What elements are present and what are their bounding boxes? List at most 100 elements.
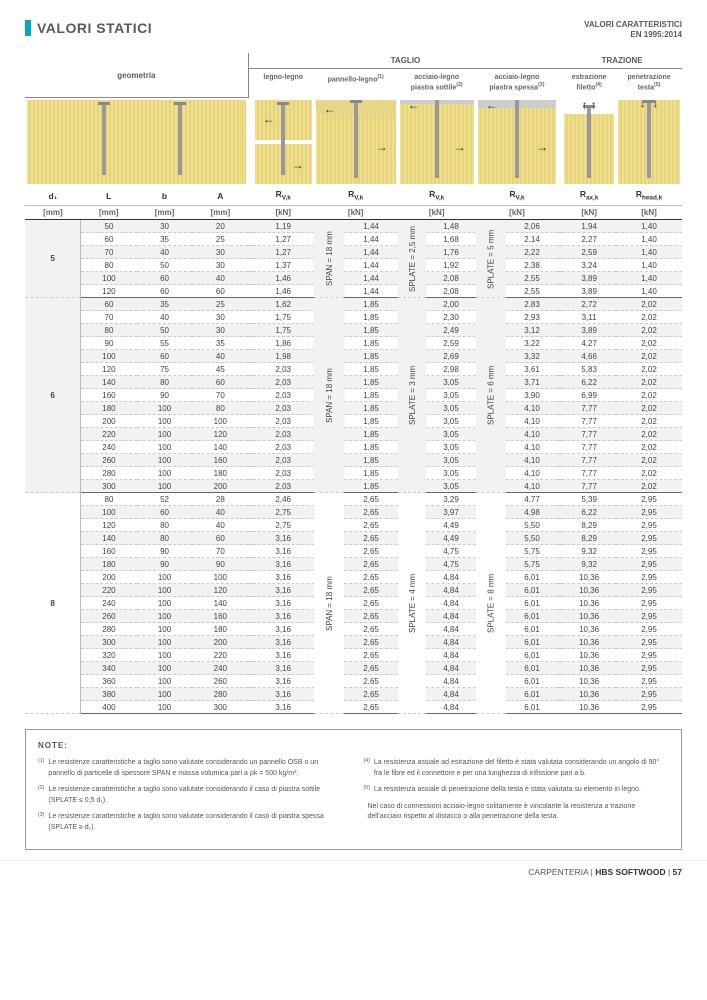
c-b: 100: [137, 649, 193, 662]
c-2: 1,85: [344, 402, 397, 415]
c-L: 100: [81, 350, 137, 363]
c-2: 1,44: [344, 233, 397, 246]
c-b: 50: [137, 259, 193, 272]
c-2: 2,65: [344, 675, 397, 688]
c-5: 10,36: [562, 610, 616, 623]
c-5: 3,24: [562, 259, 616, 272]
u-kn: [kN]: [476, 206, 558, 220]
table-row: 9055351,861,852,593,224,272,02: [25, 337, 682, 350]
c-b: 100: [137, 675, 193, 688]
c-3: 2,08: [426, 285, 475, 298]
col-penetrazione: penetrazione testa(5): [616, 68, 682, 98]
c-6: 2,02: [616, 480, 682, 493]
c-5: 10,36: [562, 636, 616, 649]
c-6: 2,95: [616, 688, 682, 701]
c-5: 7,77: [562, 454, 616, 467]
c-4: 4,10: [506, 428, 558, 441]
c-4: 6,01: [506, 623, 558, 636]
c-4: 6,01: [506, 571, 558, 584]
c-3: 4,84: [426, 623, 475, 636]
c-3: 4,84: [426, 597, 475, 610]
c-L: 120: [81, 363, 137, 376]
c-4: 6,01: [506, 584, 558, 597]
c-6: 2,95: [616, 636, 682, 649]
c-5: 2,59: [562, 246, 616, 259]
table-row: 12060601,461,442,082,553,891,40: [25, 285, 682, 298]
c-6: 1,40: [616, 285, 682, 298]
c-3: 3,05: [426, 415, 475, 428]
table-row: 16090702,031,853,053,906,992,02: [25, 389, 682, 402]
c-b: 30: [137, 220, 193, 233]
c-4: 4,98: [506, 506, 558, 519]
c-5: 2,72: [562, 298, 616, 311]
c-5: 4,27: [562, 337, 616, 350]
c-5: 10,36: [562, 623, 616, 636]
vlabel-p4: SPLATE = 5 mm: [476, 220, 506, 298]
c-6: 2,02: [616, 337, 682, 350]
footer-section: CARPENTERIA: [528, 867, 588, 877]
c-6: 2,95: [616, 545, 682, 558]
c-4: 3,32: [506, 350, 558, 363]
c-L: 80: [81, 259, 137, 272]
c-4: 3,61: [506, 363, 558, 376]
c-4: 4,10: [506, 415, 558, 428]
d1-cell: 8: [25, 493, 81, 714]
ref-line2: EN 1995:2014: [630, 30, 682, 39]
c-L: 160: [81, 389, 137, 402]
c-5: 10,36: [562, 597, 616, 610]
c-3: 2,30: [426, 311, 475, 324]
c-A: 100: [192, 571, 248, 584]
u-kn: [kN]: [398, 206, 476, 220]
u-kn: [kN]: [562, 206, 616, 220]
d1-cell: 6: [25, 298, 81, 493]
c-6: 2,02: [616, 389, 682, 402]
title-section: VALORI STATICI: [25, 20, 152, 36]
c-6: 2,95: [616, 623, 682, 636]
geom-diagram: [25, 98, 248, 187]
c-4: 2,93: [506, 311, 558, 324]
table-row: 3601002603,162,654,846,0110,362,95: [25, 675, 682, 688]
c-b: 100: [137, 610, 193, 623]
c-2: 1,85: [344, 298, 397, 311]
c-A: 35: [192, 337, 248, 350]
table-row: 2601001602,031,853,054,107,772,02: [25, 454, 682, 467]
c-2: 1,85: [344, 350, 397, 363]
c-2: 2,65: [344, 623, 397, 636]
c-1: 1,46: [253, 272, 314, 285]
c-5: 5,83: [562, 363, 616, 376]
c-A: 25: [192, 233, 248, 246]
c-5: 10,36: [562, 688, 616, 701]
c-3: 2,08: [426, 272, 475, 285]
c-6: 2,95: [616, 506, 682, 519]
c-5: 3,11: [562, 311, 616, 324]
c-L: 360: [81, 675, 137, 688]
c-3: 2,59: [426, 337, 475, 350]
c-b: 100: [137, 584, 193, 597]
p-rax: Rax,k: [562, 186, 616, 205]
c-A: 30: [192, 259, 248, 272]
c-3: 4,84: [426, 571, 475, 584]
c-3: 3,05: [426, 389, 475, 402]
param-row: d₁ L b A RV,k RV,k RV,k RV,k Rax,k Rhead…: [25, 186, 682, 205]
c-L: 260: [81, 454, 137, 467]
c-4: 6,01: [506, 688, 558, 701]
c-1: 1,75: [253, 311, 314, 324]
table-row: 8050301,371,441,922,383,241,40: [25, 259, 682, 272]
c-A: 200: [192, 636, 248, 649]
notes-box: NOTE: (1)Le resistenze caratteristiche a…: [25, 729, 682, 850]
c-1: 2,46: [253, 493, 314, 506]
c-5: 3,89: [562, 285, 616, 298]
c-3: 3,97: [426, 506, 475, 519]
c-2: 1,85: [344, 467, 397, 480]
col-pannello: pannello-legno(1): [314, 68, 398, 98]
c-5: 7,77: [562, 480, 616, 493]
c-A: 180: [192, 467, 248, 480]
c-L: 180: [81, 402, 137, 415]
c-2: 1,85: [344, 428, 397, 441]
c-b: 100: [137, 454, 193, 467]
c-L: 60: [81, 233, 137, 246]
c-b: 100: [137, 571, 193, 584]
c-4: 6,01: [506, 610, 558, 623]
dia-estrazione: ↑↑: [562, 98, 616, 187]
c-2: 1,44: [344, 272, 397, 285]
